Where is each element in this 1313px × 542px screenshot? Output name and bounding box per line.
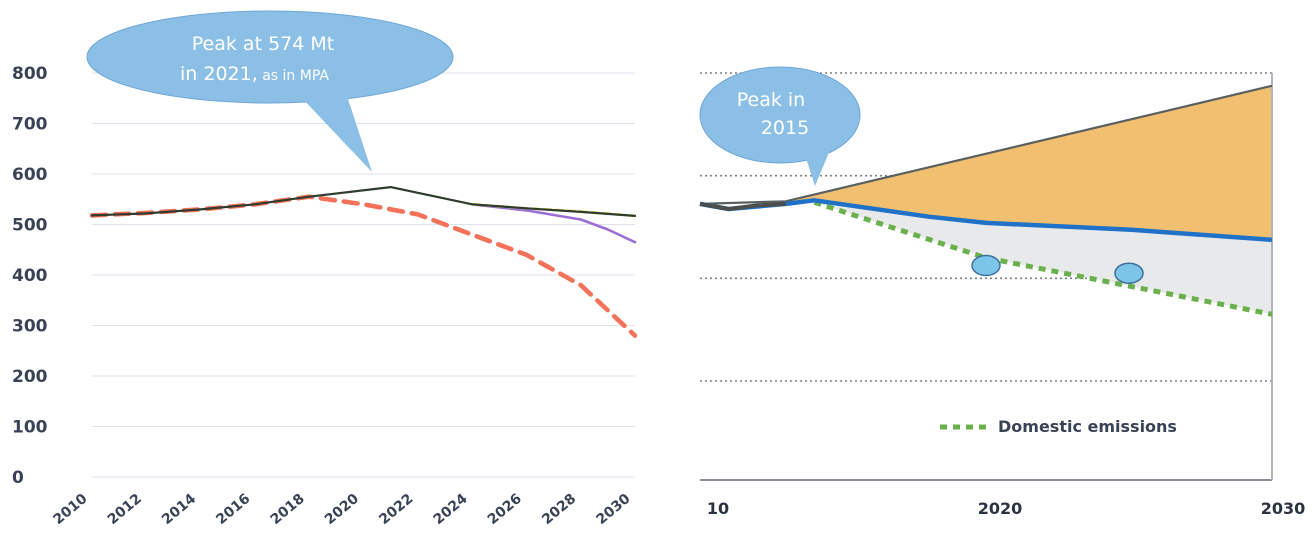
series-line-3 (89, 194, 638, 338)
y-tick-label: 100 (12, 418, 48, 438)
x-tick-label: 2018 (268, 491, 308, 528)
y-tick-label: 700 (12, 115, 48, 135)
callout-pointer (300, 90, 372, 172)
x-tick-label: 2024 (431, 491, 471, 528)
callout-line1: Peak in (737, 89, 805, 111)
x-tick-label: 2016 (213, 491, 253, 528)
callout-line2: 2015 (761, 117, 809, 139)
callout-line2: in 2021, as in MPA (180, 63, 329, 85)
y-tick-label: 200 (12, 367, 48, 387)
callout-line2-main: in 2021, (180, 63, 258, 85)
left-chart: 0 100 200 300 400 500 600 700 800 2010 2012 2014 201… (12, 10, 638, 528)
y-tick-label: 0 (12, 468, 24, 488)
callout-peak: Peak at 574 Mt in 2021, as in MPA (86, 10, 454, 172)
legend-label: Domestic emissions (998, 417, 1177, 436)
x-tick-label: 2014 (159, 491, 199, 528)
area-grey (814, 200, 1272, 315)
series-line-2 (470, 203, 637, 244)
x-tick-label: 2020 (978, 499, 1023, 518)
x-tick-label: 2010 (50, 491, 90, 528)
x-tick-label: 2022 (376, 491, 416, 528)
x-tick-label: 2012 (105, 491, 145, 528)
marker-circle-1 (1114, 262, 1144, 284)
callout-bubble (86, 10, 454, 104)
series-history (699, 201, 786, 211)
x-tick-label: 2030 (1261, 499, 1306, 518)
callout-pointer (805, 150, 830, 186)
series-line-0 (90, 186, 637, 217)
y-tick-label: 500 (12, 216, 48, 236)
series-upper-bound (699, 84, 1273, 205)
callout-peak-2015: Peak in 2015 (699, 66, 861, 186)
x-tick-label: 2026 (485, 491, 525, 528)
x-tick-label: 2030 (593, 491, 633, 528)
legend: Domestic emissions (940, 417, 1177, 436)
x-tick-label: 2020 (322, 491, 362, 528)
marker-circle-0 (971, 254, 1001, 277)
y-tick-label: 800 (12, 64, 48, 84)
y-tick-label: 300 (12, 317, 48, 337)
y-tick-label: 400 (12, 266, 48, 286)
callout-line2-small: as in MPA (258, 68, 330, 84)
y-tick-label: 600 (12, 165, 48, 185)
x-tick-label: 2028 (539, 491, 579, 528)
right-chart: 10 2020 2030 Peak in 2015 Domestic emissions (699, 66, 1306, 518)
series-domestic-emissions (813, 200, 1273, 317)
area-orange (785, 85, 1272, 240)
callout-line1: Peak at 574 Mt (192, 33, 334, 55)
x-tick-label: 10 (707, 499, 729, 518)
callout-bubble (699, 66, 861, 164)
